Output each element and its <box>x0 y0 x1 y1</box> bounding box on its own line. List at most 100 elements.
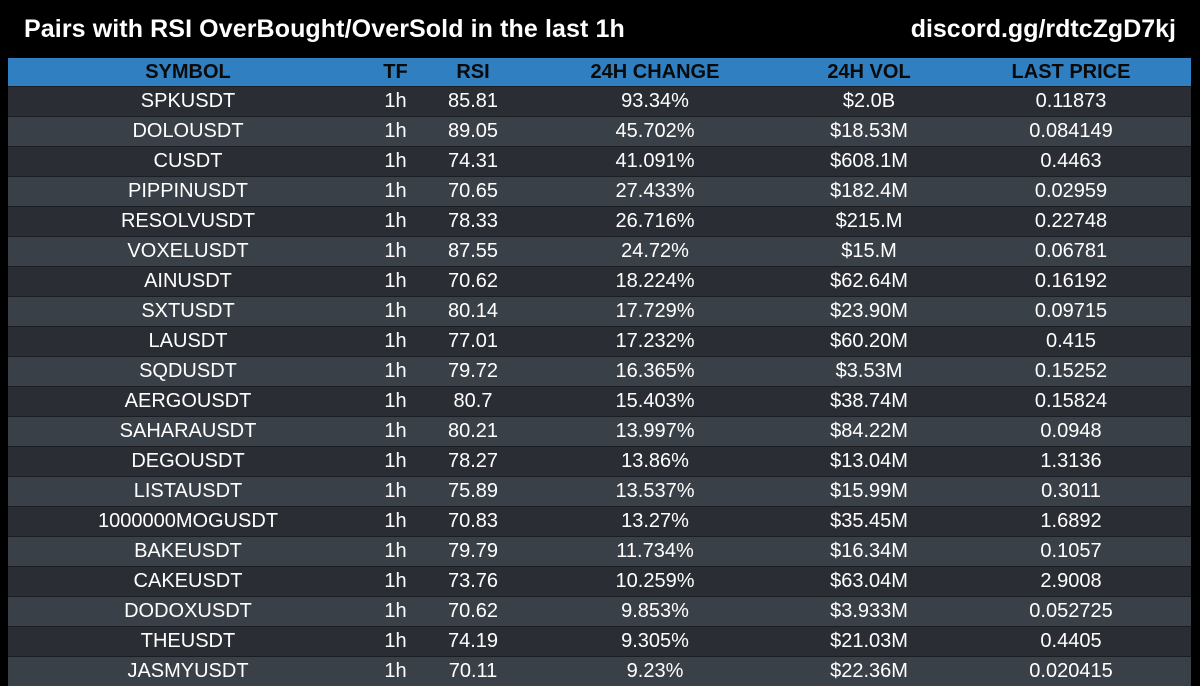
tf-cell: 1h <box>368 297 423 327</box>
rsi-cell: 80.7 <box>423 387 523 417</box>
rsi-cell: 74.31 <box>423 147 523 177</box>
change-cell: 41.091% <box>523 147 787 177</box>
volume-cell: $3.53M <box>787 357 951 387</box>
change-cell: 13.997% <box>523 417 787 447</box>
tf-cell: 1h <box>368 507 423 537</box>
rsi-cell: 70.11 <box>423 657 523 686</box>
symbol-cell: AINUSDT <box>8 267 368 297</box>
change-cell: 11.734% <box>523 537 787 567</box>
price-cell: 1.6892 <box>951 507 1191 537</box>
symbol-cell: AERGOUSDT <box>8 387 368 417</box>
rsi-cell: 70.62 <box>423 267 523 297</box>
discord-link[interactable]: discord.gg/rdtcZgD7kj <box>911 15 1176 44</box>
price-cell: 2.9008 <box>951 567 1191 597</box>
price-cell: 0.1057 <box>951 537 1191 567</box>
rsi-cell: 78.27 <box>423 447 523 477</box>
volume-cell: $84.22M <box>787 417 951 447</box>
tf-cell: 1h <box>368 147 423 177</box>
change-cell: 9.23% <box>523 657 787 686</box>
tf-cell: 1h <box>368 177 423 207</box>
price-cell: 0.22748 <box>951 207 1191 237</box>
price-cell: 0.09715 <box>951 297 1191 327</box>
symbol-cell: LISTAUSDT <box>8 477 368 507</box>
volume-cell: $23.90M <box>787 297 951 327</box>
volume-cell: $608.1M <box>787 147 951 177</box>
symbol-cell: PIPPINUSDT <box>8 177 368 207</box>
rsi-cell: 85.81 <box>423 87 523 117</box>
change-cell: 16.365% <box>523 357 787 387</box>
price-cell: 0.15252 <box>951 357 1191 387</box>
column-header-symbol: SYMBOL <box>8 58 368 87</box>
change-cell: 13.86% <box>523 447 787 477</box>
column-header-24h-vol: 24H VOL <box>787 58 951 87</box>
column-header-24h-change: 24H CHANGE <box>523 58 787 87</box>
symbol-cell: SQDUSDT <box>8 357 368 387</box>
tf-cell: 1h <box>368 567 423 597</box>
price-cell: 0.0948 <box>951 417 1191 447</box>
tf-cell: 1h <box>368 87 423 117</box>
symbol-cell: CUSDT <box>8 147 368 177</box>
tf-cell: 1h <box>368 597 423 627</box>
price-cell: 0.052725 <box>951 597 1191 627</box>
change-cell: 93.34% <box>523 87 787 117</box>
rsi-cell: 70.65 <box>423 177 523 207</box>
symbol-cell: DEGOUSDT <box>8 447 368 477</box>
symbol-cell: SXTUSDT <box>8 297 368 327</box>
price-cell: 0.415 <box>951 327 1191 357</box>
rsi-table-container: SYMBOL TF RSI 24H CHANGE 24H VOL LAST PR… <box>8 58 1191 686</box>
change-cell: 26.716% <box>523 207 787 237</box>
price-cell: 1.3136 <box>951 447 1191 477</box>
rsi-cell: 87.55 <box>423 237 523 267</box>
rsi-cell: 80.21 <box>423 417 523 447</box>
volume-cell: $16.34M <box>787 537 951 567</box>
change-cell: 13.537% <box>523 477 787 507</box>
tf-cell: 1h <box>368 537 423 567</box>
volume-cell: $18.53M <box>787 117 951 147</box>
tf-cell: 1h <box>368 657 423 686</box>
rsi-cell: 75.89 <box>423 477 523 507</box>
volume-cell: $182.4M <box>787 177 951 207</box>
header-bar: Pairs with RSI OverBought/OverSold in th… <box>0 0 1200 58</box>
change-cell: 17.232% <box>523 327 787 357</box>
symbol-cell: SAHARAUSDT <box>8 417 368 447</box>
tf-cell: 1h <box>368 417 423 447</box>
change-cell: 9.305% <box>523 627 787 657</box>
tf-cell: 1h <box>368 237 423 267</box>
rsi-cell: 73.76 <box>423 567 523 597</box>
symbol-cell: CAKEUSDT <box>8 567 368 597</box>
symbol-cell: BAKEUSDT <box>8 537 368 567</box>
tf-cell: 1h <box>368 477 423 507</box>
price-cell: 0.4463 <box>951 147 1191 177</box>
change-cell: 13.27% <box>523 507 787 537</box>
rsi-cell: 74.19 <box>423 627 523 657</box>
volume-cell: $21.03M <box>787 627 951 657</box>
symbol-cell: RESOLVUSDT <box>8 207 368 237</box>
rsi-cell: 70.62 <box>423 597 523 627</box>
volume-cell: $15.M <box>787 237 951 267</box>
price-cell: 0.084149 <box>951 117 1191 147</box>
rsi-cell: 79.72 <box>423 357 523 387</box>
tf-cell: 1h <box>368 327 423 357</box>
price-cell: 0.11873 <box>951 87 1191 117</box>
price-cell: 0.02959 <box>951 177 1191 207</box>
rsi-cell: 80.14 <box>423 297 523 327</box>
symbol-cell: DODOXUSDT <box>8 597 368 627</box>
symbol-cell: VOXELUSDT <box>8 237 368 267</box>
column-header-last-price: LAST PRICE <box>951 58 1191 87</box>
change-cell: 18.224% <box>523 267 787 297</box>
